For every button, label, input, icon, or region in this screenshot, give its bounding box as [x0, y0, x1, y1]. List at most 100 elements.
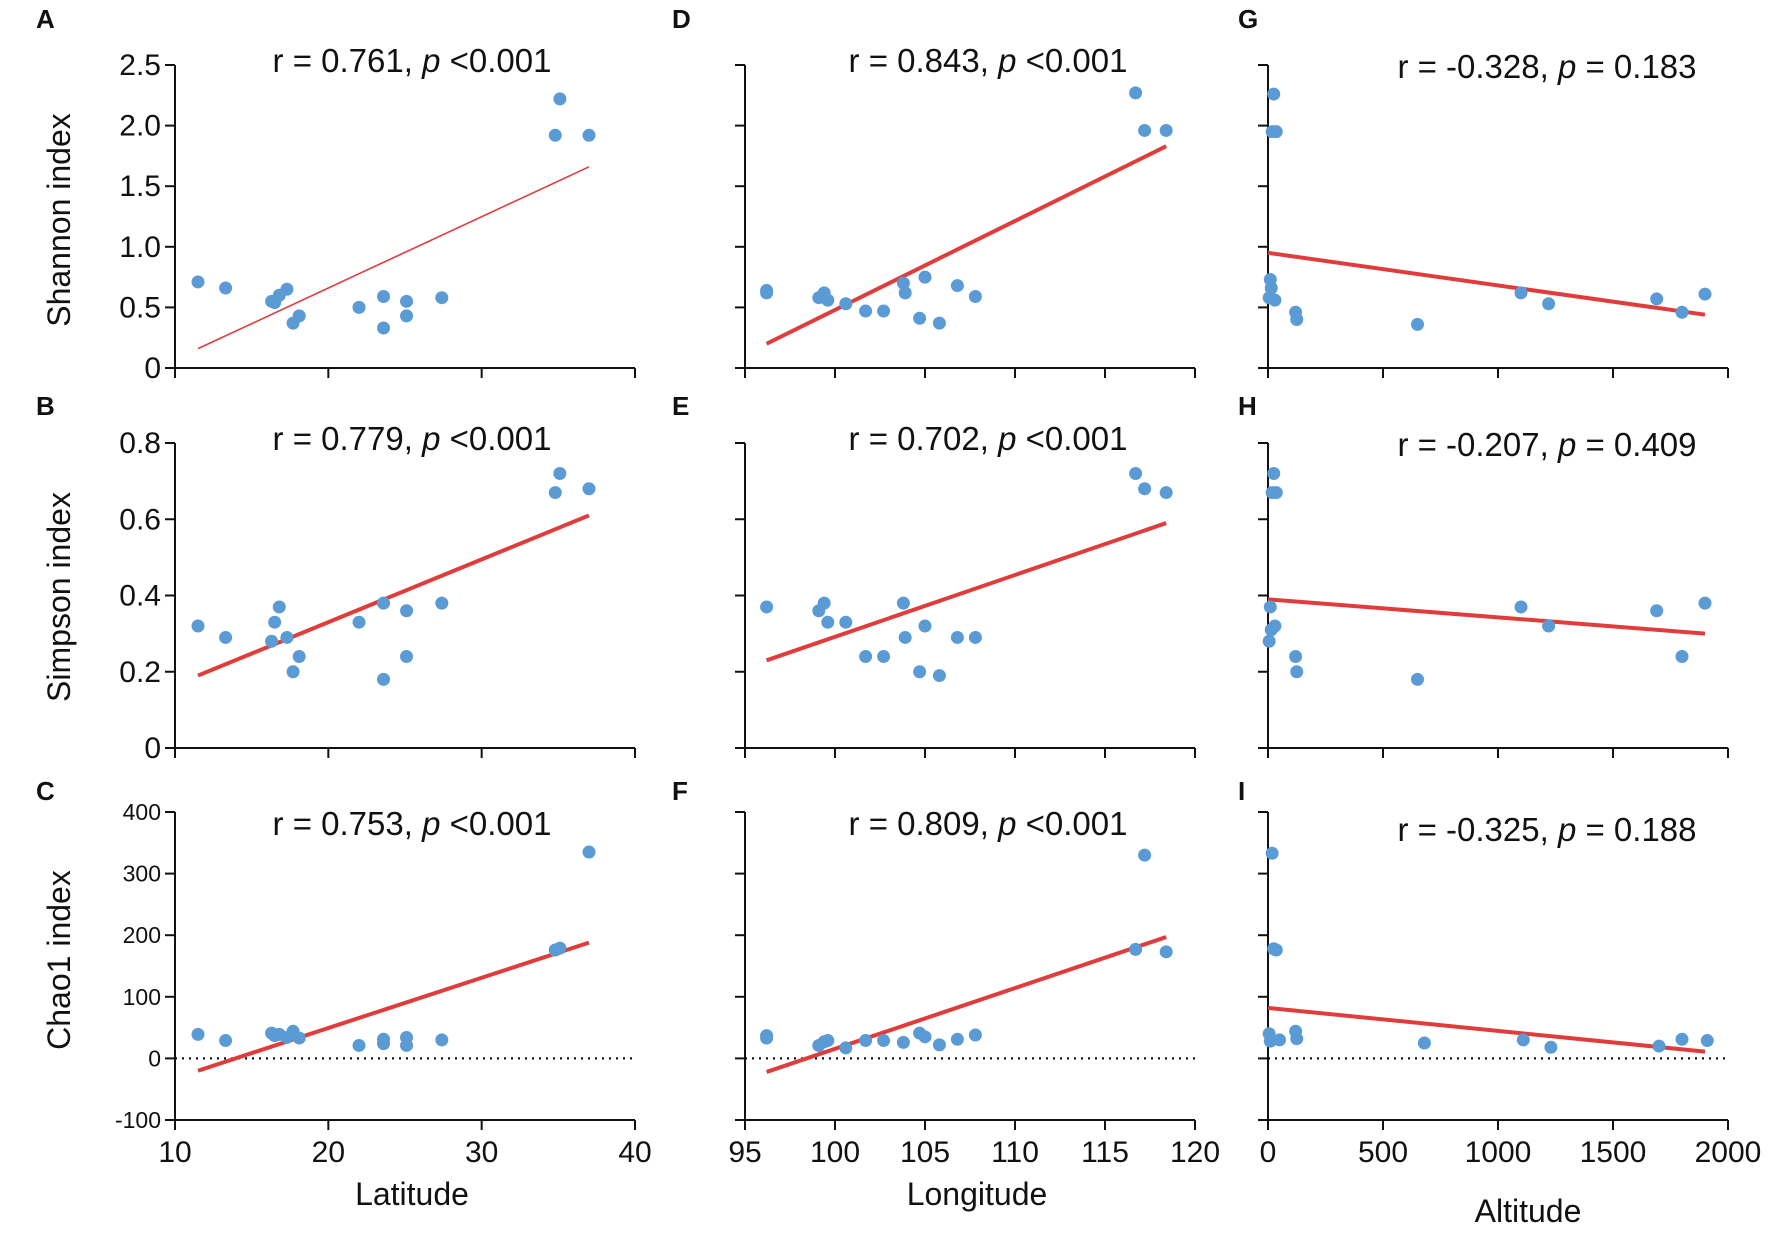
data-point [191, 275, 205, 289]
data-point [280, 282, 294, 296]
data-point [898, 630, 912, 644]
data-point [1268, 619, 1282, 633]
panel-letter: H [1238, 391, 1257, 421]
data-point [760, 1031, 774, 1045]
data-point [1290, 313, 1304, 327]
r-value: r = -0.328, [1397, 48, 1558, 85]
data-point [292, 1031, 306, 1045]
y-tick-label: 300 [123, 861, 161, 887]
data-point [352, 1038, 366, 1052]
data-point [400, 604, 414, 618]
data-point [1264, 281, 1278, 295]
data-point [548, 128, 562, 142]
y-tick-label: 1.5 [119, 170, 161, 203]
data-point [968, 630, 982, 644]
x-tick-label: 2000 [1695, 1136, 1762, 1169]
data-point [1514, 600, 1528, 614]
data-point [913, 311, 927, 325]
panel-C: C -100 0 100 200 300 400 10 20 30 40 r = 0.753, p <… [36, 776, 652, 1169]
y-tick-label: 0.4 [119, 580, 161, 613]
data-point [859, 304, 873, 318]
x-tick-label: 500 [1358, 1136, 1408, 1169]
regression-line [765, 521, 1167, 663]
correlation-stat: r = -0.207, p = 0.409 [1397, 426, 1696, 463]
data-point [1544, 1040, 1558, 1054]
data-point [760, 286, 774, 300]
data-point [1159, 123, 1173, 137]
data-point [1138, 123, 1152, 137]
data-point [1265, 846, 1279, 860]
data-point [1269, 125, 1283, 139]
data-point [1138, 482, 1152, 496]
data-point [548, 486, 562, 500]
data-point [1290, 1032, 1304, 1046]
data-point [377, 596, 391, 610]
data-point [896, 276, 910, 290]
r-value: r = 0.843, [849, 42, 999, 79]
x-axis-title: Longitude [907, 1176, 1048, 1212]
data-point [377, 289, 391, 303]
data-point [913, 665, 927, 679]
data-point [968, 1028, 982, 1042]
data-point [400, 1038, 414, 1052]
correlation-stat: r = -0.328, p = 0.183 [1397, 48, 1696, 85]
data-point [377, 1037, 391, 1051]
x-tick-label: 0 [1260, 1136, 1277, 1169]
y-axis-title: Chao1 index [41, 870, 77, 1050]
data-point [1698, 287, 1712, 301]
data-point [400, 650, 414, 663]
p-value: = 0.183 [1576, 48, 1696, 85]
panel-A: A 0 0.5 1.0 1.5 2.0 2.5 r = 0.761, p <0.001 [36, 4, 636, 385]
panel-letter: E [672, 391, 689, 421]
correlation-stat: r = 0.753, p <0.001 [273, 805, 552, 842]
y-axis-title: Shannon index [41, 113, 77, 327]
data-point [877, 1034, 891, 1048]
x-tick-label: 1000 [1465, 1136, 1532, 1169]
data-point [268, 615, 282, 629]
data-point [1417, 1036, 1431, 1050]
data-point [859, 1034, 873, 1048]
data-point [1267, 87, 1281, 101]
data-point [400, 294, 414, 308]
p-value: = 0.188 [1576, 811, 1696, 848]
data-point [1698, 596, 1712, 610]
x-axis-title: Altitude [1475, 1193, 1582, 1229]
data-point [932, 1038, 946, 1052]
y-tick-label: 400 [123, 799, 161, 825]
correlation-stat: r = 0.809, p <0.001 [849, 805, 1128, 842]
x-tick-label: 10 [158, 1136, 191, 1169]
data-point [1675, 305, 1689, 319]
data-point [1129, 942, 1143, 956]
data-point [1411, 672, 1424, 686]
panel-letter: A [36, 4, 55, 34]
data-point [950, 279, 964, 293]
p-value: <0.001 [440, 420, 551, 457]
r-value: r = -0.325, [1397, 811, 1558, 848]
r-value: r = 0.809, [849, 805, 999, 842]
data-point [1411, 317, 1424, 331]
data-point [1290, 665, 1304, 679]
regression-line [197, 166, 590, 350]
data-point [817, 596, 831, 610]
data-point [219, 281, 233, 295]
data-point [821, 1034, 835, 1048]
data-point [839, 615, 853, 629]
data-point [1269, 486, 1283, 500]
data-point [821, 293, 835, 307]
data-point [582, 845, 596, 859]
data-point [896, 1035, 910, 1049]
data-point [1700, 1034, 1714, 1048]
regression-line [765, 144, 1168, 346]
data-point [435, 291, 449, 305]
y-axis-title: Simpson index [41, 492, 77, 702]
y-tick-label: 0.6 [119, 503, 161, 536]
data-point [265, 634, 279, 648]
y-tick-label: -100 [115, 1107, 161, 1133]
regression-line [1267, 250, 1706, 317]
data-point [582, 128, 596, 142]
data-point [280, 630, 294, 644]
panel-letter: D [672, 4, 691, 34]
panel-D: Dr = 0.843, p <0.001 [672, 4, 1196, 378]
data-point [950, 1032, 964, 1046]
x-tick-label: 120 [1170, 1136, 1220, 1169]
